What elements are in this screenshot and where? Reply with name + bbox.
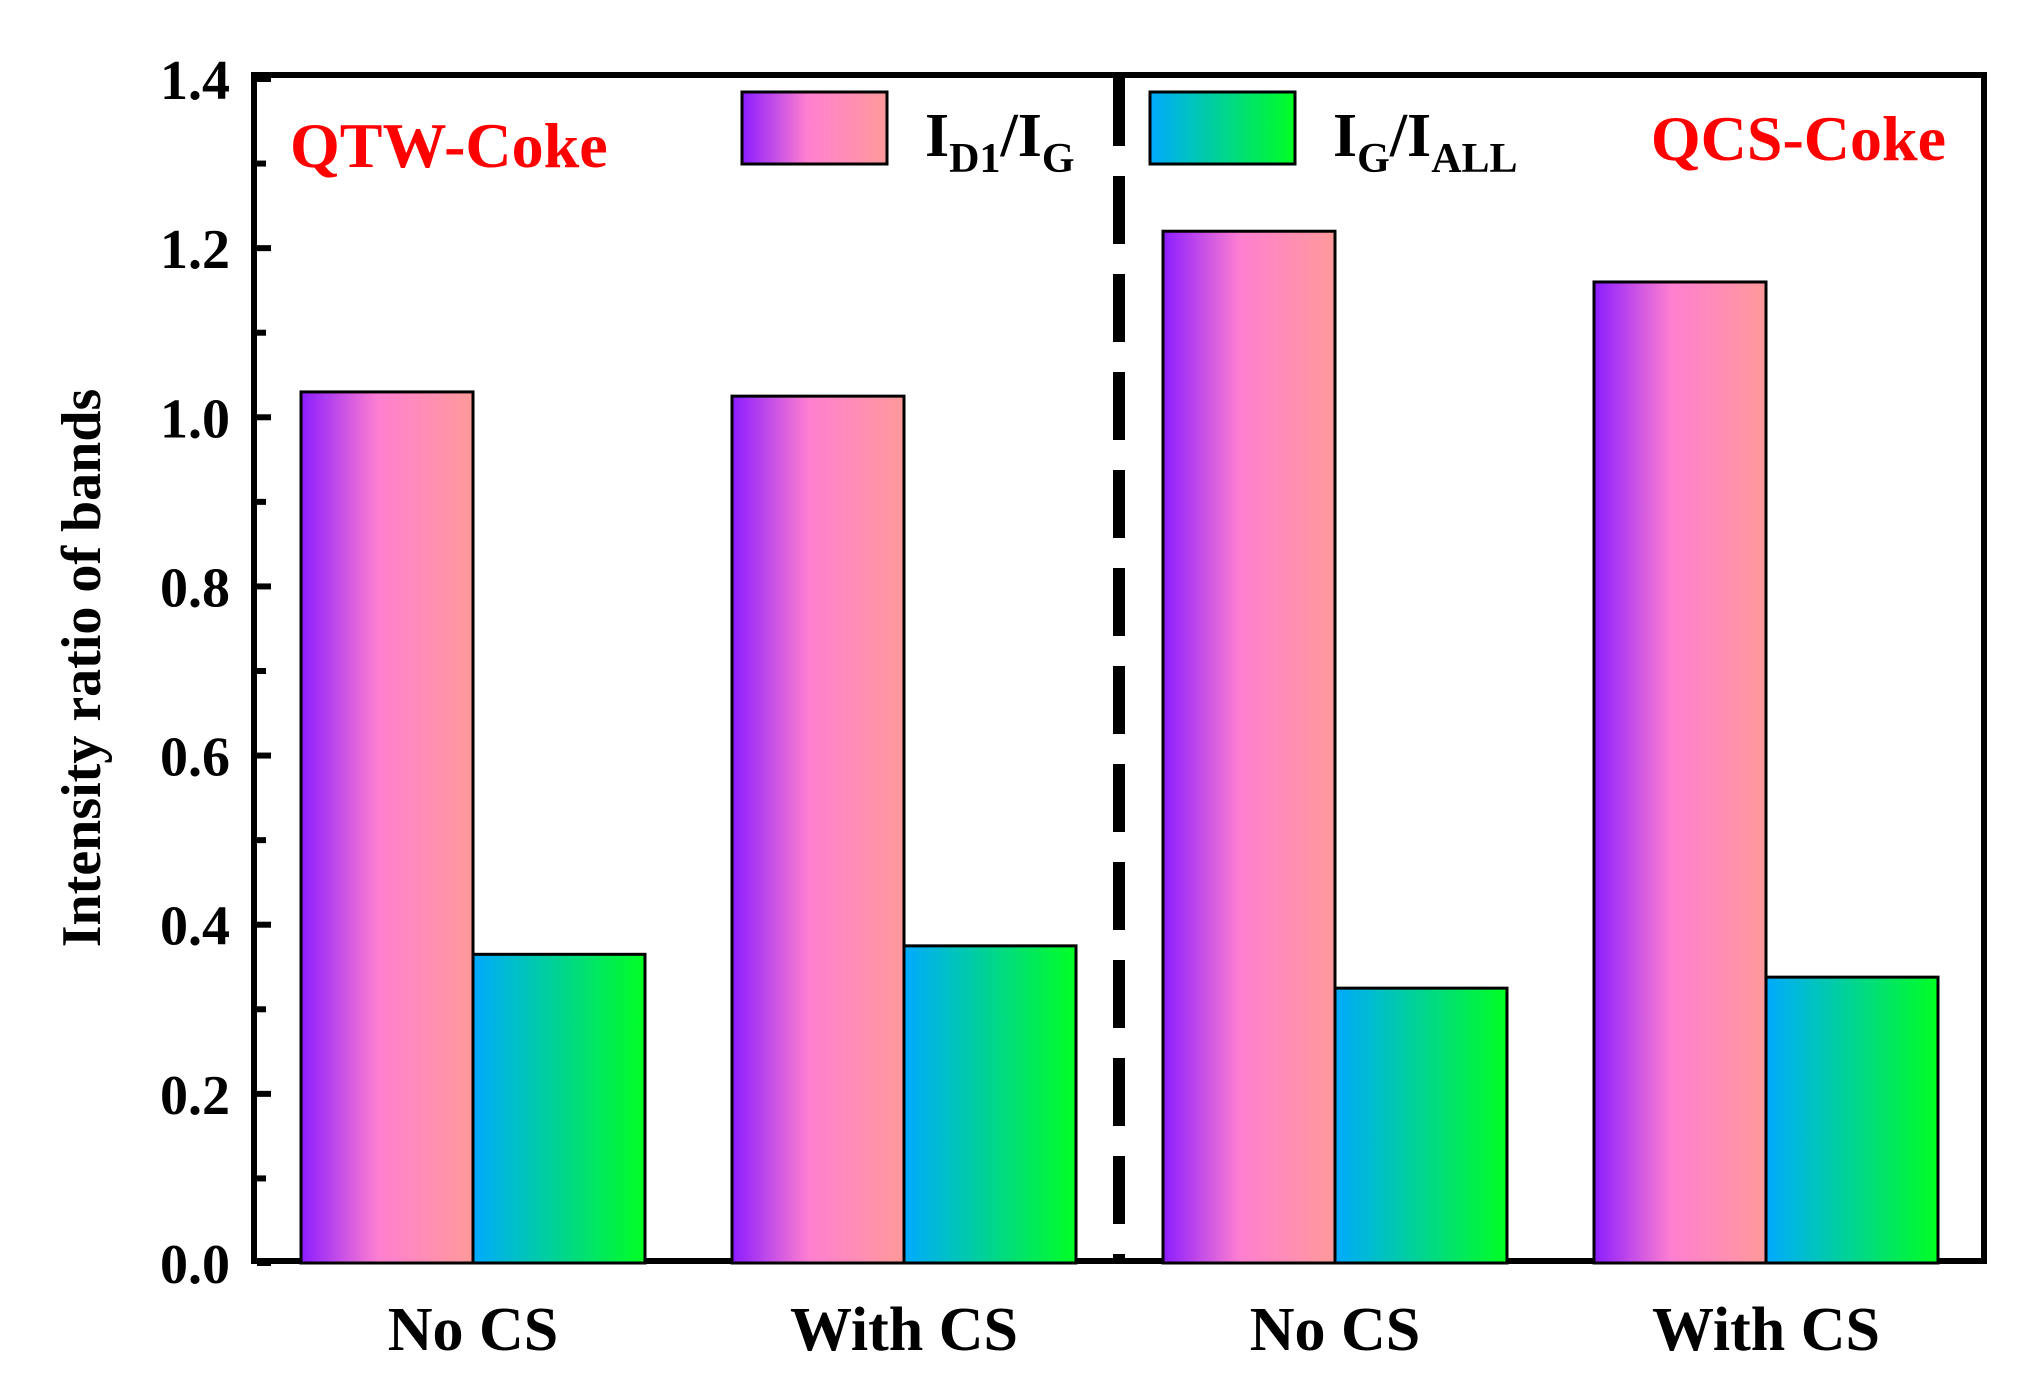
x-categories: No CS With CS No CS With CS [388, 1296, 1880, 1364]
bar-id1-ig-0 [299, 390, 475, 1265]
legend-label-ig-iall: IG/IALL [1333, 102, 1518, 182]
y-tick-label: 1.0 [160, 388, 230, 450]
y-tick-label: 0.8 [160, 557, 230, 619]
y-tick-label: 1.2 [160, 219, 230, 281]
y-ticks: 0.0 0.2 0.4 0.6 0.8 1.0 1.2 1.4 [160, 50, 271, 1296]
group-label-qtw: QTW-Coke [290, 110, 608, 181]
bar-ig-iall-2 [1333, 986, 1509, 1265]
x-category-label: With CS [790, 1296, 1018, 1364]
y-tick-label: 0.4 [160, 896, 230, 958]
bar-id1-ig-3 [1592, 280, 1768, 1265]
legend: ID1/IG IG/IALL [740, 90, 1518, 182]
x-category-label: With CS [1652, 1296, 1880, 1364]
plot-frame [251, 72, 1987, 1264]
legend-swatch-ig-iall [1148, 90, 1297, 166]
legend-swatch-id1-ig [740, 90, 889, 166]
x-category-label: No CS [388, 1296, 559, 1364]
y-tick-label: 0.2 [160, 1065, 230, 1127]
group-label-qcs: QCS-Coke [1651, 103, 1946, 174]
y-tick-label: 0.0 [160, 1234, 230, 1296]
bar-ig-iall-1 [902, 944, 1078, 1265]
bar-ig-iall-3 [1764, 975, 1940, 1265]
bar-ig-iall-0 [471, 952, 647, 1265]
y-axis-label: Intensity ratio of bands [51, 389, 113, 948]
y-tick-label: 0.6 [160, 727, 230, 789]
bar-id1-ig-2 [1161, 229, 1337, 1265]
y-tick-label: 1.4 [160, 50, 230, 112]
bar-id1-ig-1 [730, 394, 906, 1265]
x-category-label: No CS [1250, 1296, 1421, 1364]
bars [299, 229, 1940, 1265]
legend-label-id1-ig: ID1/IG [925, 102, 1075, 182]
